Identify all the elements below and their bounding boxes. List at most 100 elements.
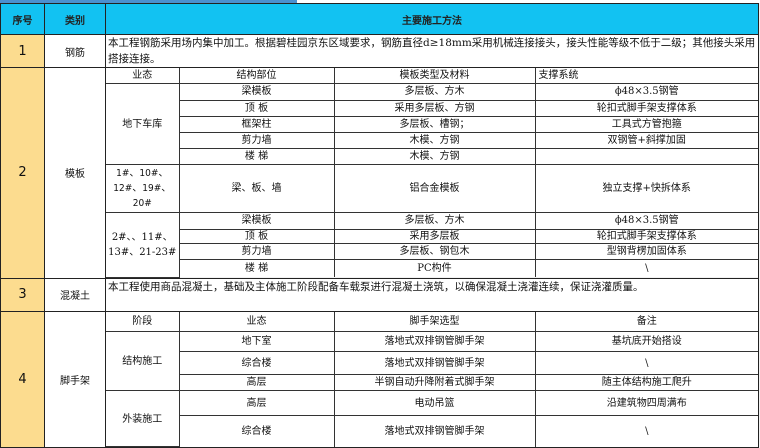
top-strip-accent — [0, 0, 297, 3]
method-text: 本工程使用商品混凝土，基础及主体施工阶段配备车载泵进行混凝土浇筑，以确保混凝土浇… — [105, 277, 759, 312]
table-row: 楼 梯 木模、方钢 — [106, 147, 758, 165]
cell: 型钢背楞加固体系 — [534, 242, 758, 260]
col-header: 阶段 — [106, 311, 180, 332]
type-cell: 2#、、11#、13#、21-23# — [106, 211, 180, 278]
table-row: 2#、、11#、13#、21-23# 梁模板 多层板、方木 ϕ48×3.5钢管 — [106, 211, 758, 278]
table-row: 顶 板 采用多层板、方钢 轮扣式脚手架支撑体系 — [106, 99, 758, 117]
type-cell: 1#、10#、12#、19#、20# — [106, 163, 180, 213]
cell: \ — [534, 415, 758, 447]
cell: 剪力墙 — [179, 242, 335, 260]
cell: 采用多层板、方钢 — [333, 99, 536, 117]
cell: 轮扣式脚手架支撑体系 — [534, 228, 758, 244]
cell: 基坑底开始搭设 — [534, 331, 758, 352]
col-header: 结构部位 — [178, 68, 335, 84]
category-cell: 脚手架 — [44, 310, 106, 448]
cell: 工具式方管抱箍 — [534, 115, 758, 133]
cell: 独立支撑+快拆体系 — [534, 163, 758, 213]
category-cell: 混凝土 — [44, 277, 106, 312]
category-cell: 钢筋 — [44, 34, 106, 68]
col-header: 业态 — [178, 311, 335, 332]
cell: 综合楼 — [179, 415, 335, 447]
cell: 梁模板 — [178, 211, 335, 230]
col-header: 业态 — [106, 68, 180, 84]
cell — [534, 147, 758, 165]
cell: 多层板、钢包木 — [333, 242, 536, 260]
header-method: 主要施工方法 — [105, 3, 759, 35]
cell: 轮扣式脚手架支撑体系 — [534, 99, 758, 117]
cell: \ — [534, 351, 758, 375]
table-row: 地下车库 梁模板 多层板、方木 ϕ48×3.5钢管 — [106, 82, 758, 165]
cell: 铝合金模板 — [333, 163, 536, 213]
cell: 沿建筑物四周满布 — [534, 390, 758, 416]
cell: 采用多层板 — [333, 228, 536, 244]
row-scaffolding: 4 脚手架 阶段 业态 脚手架选型 备注 结构施工 地下室 落地式双排钢管脚手架… — [0, 310, 759, 448]
cell: 高层 — [178, 390, 335, 416]
table-row: 综合楼 落地式双排钢管脚手架 \ — [106, 415, 758, 447]
table-row: 顶 板 采用多层板 轮扣式脚手架支撑体系 — [106, 228, 758, 244]
table-row: 外装施工 高层 电动吊篮 沿建筑物四周满布 — [106, 390, 758, 447]
cell: 半钢自动升降附着式脚手架 — [333, 374, 536, 391]
construction-method-table: 序号 类别 主要施工方法 1 钢筋 本工程钢筋采用场内集中加工。根据碧桂园京东区… — [0, 3, 759, 448]
row-concrete: 3 混凝土 本工程使用商品混凝土，基础及主体施工阶段配备车载泵进行混凝土浇筑，以… — [0, 277, 759, 312]
col-header: 支撑系统 — [534, 68, 758, 84]
cell: 楼 梯 — [179, 147, 335, 165]
subtable-header: 业态 结构部位 模板类型及材料 支撑系统 — [106, 68, 758, 84]
cell: 框架柱 — [179, 115, 335, 133]
formwork-subtable-cell: 业态 结构部位 模板类型及材料 支撑系统 地下车库 梁模板 多层板、方木 ϕ48… — [105, 67, 759, 279]
table-row: 高层 半钢自动升降附着式脚手架 随主体结构施工爬升 — [106, 374, 758, 391]
cell: 多层板、槽钢； — [333, 115, 536, 133]
cell: 电动吊篮 — [333, 390, 536, 416]
table-row: 框架柱 多层板、槽钢； 工具式方管抱箍 — [106, 115, 758, 133]
scaffolding-subtable-cell: 阶段 业态 脚手架选型 备注 结构施工 地下室 落地式双排钢管脚手架 基坑底开始… — [105, 310, 759, 448]
cell: 多层板、方木 — [333, 82, 536, 101]
cell: 顶 板 — [179, 228, 335, 244]
header-category: 类别 — [44, 3, 106, 35]
cell: 随主体结构施工爬升 — [534, 374, 758, 391]
cell: 剪力墙 — [179, 131, 335, 149]
seq-cell: 4 — [0, 310, 45, 448]
cell: 顶 板 — [179, 99, 335, 117]
cell: 木模、方钢 — [333, 147, 536, 165]
cell: 落地式双排钢管脚手架 — [333, 331, 536, 352]
cell: ϕ48×3.5钢管 — [534, 211, 758, 230]
cell: 落地式双排钢管脚手架 — [333, 351, 536, 375]
cell: 双钢管+斜撑加固 — [534, 131, 758, 149]
header-row: 序号 类别 主要施工方法 — [0, 3, 759, 35]
table-row: 综合楼 落地式双排钢管脚手架 \ — [106, 351, 758, 375]
seq-cell: 1 — [0, 34, 45, 68]
row-formwork: 2 模板 业态 结构部位 模板类型及材料 支撑系统 地下车库 梁模板 多层板、方… — [0, 67, 759, 279]
cell: 多层板、方木 — [333, 211, 536, 230]
col-header: 备注 — [534, 311, 758, 332]
seq-cell: 2 — [0, 67, 45, 279]
subtable-header: 阶段 业态 脚手架选型 备注 — [106, 311, 758, 332]
cell: 木模、方钢 — [333, 131, 536, 149]
top-strip — [0, 0, 760, 3]
cell: 综合楼 — [179, 351, 335, 375]
scaffolding-subtable: 阶段 业态 脚手架选型 备注 结构施工 地下室 落地式双排钢管脚手架 基坑底开始… — [106, 311, 758, 447]
stage-cell: 外装施工 — [106, 390, 180, 447]
seq-cell: 3 — [0, 277, 45, 312]
cell: 落地式双排钢管脚手架 — [333, 415, 536, 447]
table-row: 楼 梯 PC构件 \ — [106, 258, 758, 277]
table-row: 剪力墙 多层板、钢包木 型钢背楞加固体系 — [106, 242, 758, 260]
cell: PC构件 — [333, 258, 536, 277]
cell: 高层 — [179, 374, 335, 391]
formwork-subtable: 业态 结构部位 模板类型及材料 支撑系统 地下车库 梁模板 多层板、方木 ϕ48… — [106, 68, 758, 278]
row-rebar: 1 钢筋 本工程钢筋采用场内集中加工。根据碧桂园京东区域要求，钢筋直径d≥18m… — [0, 34, 759, 68]
cell: 梁模板 — [178, 82, 335, 101]
table-row: 结构施工 地下室 落地式双排钢管脚手架 基坑底开始搭设 — [106, 331, 758, 391]
cell: ϕ48×3.5钢管 — [534, 82, 758, 101]
cell: 楼 梯 — [179, 258, 335, 277]
type-cell: 地下车库 — [106, 82, 180, 165]
method-text: 本工程钢筋采用场内集中加工。根据碧桂园京东区域要求，钢筋直径d≥18mm采用机械… — [105, 34, 759, 68]
col-header: 脚手架选型 — [333, 311, 536, 332]
col-header: 模板类型及材料 — [333, 68, 536, 84]
cell: \ — [534, 258, 758, 277]
cell: 梁、板、墙 — [178, 163, 335, 213]
stage-cell: 结构施工 — [106, 331, 180, 391]
cell: 地下室 — [178, 331, 335, 352]
header-seq: 序号 — [0, 3, 45, 35]
table-row: 1#、10#、12#、19#、20# 梁、板、墙 铝合金模板 独立支撑+快拆体系 — [106, 163, 758, 213]
category-cell: 模板 — [44, 67, 106, 279]
table-row: 剪力墙 木模、方钢 双钢管+斜撑加固 — [106, 131, 758, 149]
